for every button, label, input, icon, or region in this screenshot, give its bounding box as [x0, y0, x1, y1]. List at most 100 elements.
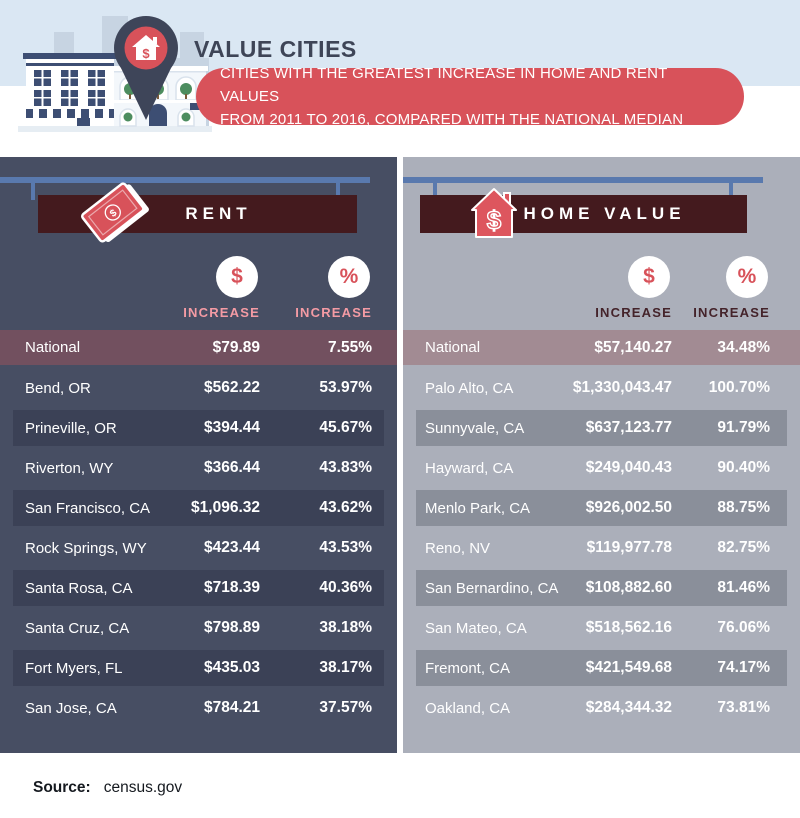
percent-cell: 34.48%	[717, 338, 770, 356]
home-value-banner-title: HOME VALUE	[523, 204, 686, 223]
city-cell: San Jose, CA	[25, 699, 117, 717]
amount-cell: $784.21	[203, 699, 260, 716]
city-cell: Hayward, CA	[425, 459, 514, 477]
dollar-increase-column-header: $ INCREASE	[155, 256, 260, 320]
table-row: Santa Cruz, CA $798.89 38.18%	[0, 610, 397, 646]
city-cell: Sunnyvale, CA	[425, 419, 525, 437]
city-cell: Prineville, OR	[25, 419, 117, 437]
subtitle-line-1: CITIES WITH THE GREATEST INCREASE IN HOM…	[220, 64, 668, 105]
city-cell: San Francisco, CA	[25, 499, 151, 517]
percent-cell: 38.18%	[319, 619, 372, 636]
subtitle-pill: CITIES WITH THE GREATEST INCREASE IN HOM…	[196, 65, 744, 128]
percent-symbol: %	[339, 265, 359, 288]
city-cell: Oakland, CA	[425, 699, 511, 717]
percent-cell: 53.97%	[319, 379, 372, 396]
amount-cell: $57,140.27	[594, 338, 672, 356]
amount-cell: $423.44	[203, 539, 260, 556]
percent-cell: 100.70%	[708, 379, 770, 396]
city-cell: Rock Springs, WY	[25, 539, 147, 557]
table-row: San Mateo, CA $518,562.16 76.06%	[403, 610, 800, 646]
percent-cell: 90.40%	[717, 459, 770, 476]
city-cell: Riverton, WY	[25, 459, 114, 477]
subtitle-line-2: FROM 2011 TO 2016, COMPARED WITH THE NAT…	[220, 111, 684, 129]
rent-banner: $ RENT	[38, 182, 357, 243]
table-row: Sunnyvale, CA $637,123.77 91.79%	[403, 410, 800, 446]
amount-cell: $119,977.78	[586, 539, 672, 556]
table-row: Santa Rosa, CA $718.39 40.36%	[0, 570, 397, 606]
table-row: San Francisco, CA $1,096.32 43.62%	[0, 490, 397, 526]
percent-cell: 45.67%	[319, 419, 372, 436]
table-row: Rock Springs, WY $423.44 43.53%	[0, 530, 397, 566]
home-value-banner: $ HOME VALUE	[420, 188, 747, 238]
percent-cell: 76.06%	[717, 619, 770, 636]
page-title: VALUE CITIES	[194, 36, 357, 62]
percent-cell: 88.75%	[717, 499, 770, 516]
percent-cell: 43.53%	[319, 539, 372, 556]
home-value-panel: $ HOME VALUE $ INCREASE % INCREASE Natio…	[403, 157, 800, 753]
city-cell: Fort Myers, FL	[25, 659, 123, 677]
percent-cell: 82.75%	[717, 539, 770, 556]
home-value-column-headers: $ INCREASE % INCREASE	[403, 256, 800, 320]
percent-cell: 81.46%	[717, 579, 770, 596]
amount-cell: $394.44	[203, 419, 260, 436]
amount-cell: $518,562.16	[585, 619, 672, 636]
dollar-symbol: $	[231, 265, 243, 288]
rod-leg	[729, 182, 733, 200]
percent-circle-icon: %	[328, 256, 370, 298]
svg-text:$: $	[487, 205, 502, 235]
rent-column-headers: $ INCREASE % INCREASE	[0, 256, 397, 320]
panel-divider	[397, 157, 403, 753]
table-row: Prineville, OR $394.44 45.67%	[0, 410, 397, 446]
table-row: Oakland, CA $284,344.32 73.81%	[403, 690, 800, 726]
amount-cell: $1,096.32	[191, 499, 260, 516]
table-row: Hayward, CA $249,040.43 90.40%	[403, 450, 800, 486]
table-row: Bend, OR $562.22 53.97%	[0, 370, 397, 406]
table-row: Menlo Park, CA $926,002.50 88.75%	[403, 490, 800, 526]
rod-leg	[31, 182, 35, 200]
hanging-rod	[403, 177, 763, 183]
table-row: Reno, NV $119,977.78 82.75%	[403, 530, 800, 566]
amount-cell: $284,344.32	[585, 699, 672, 716]
percent-symbol: %	[737, 265, 757, 288]
amount-cell: $108,882.60	[585, 579, 672, 596]
dollar-increase-column-header: $ INCREASE	[562, 256, 672, 320]
city-cell: National	[25, 339, 81, 356]
table-row: Palo Alto, CA $1,330,043.47 100.70%	[403, 370, 800, 406]
amount-cell: $1,330,043.47	[572, 379, 672, 396]
left-building	[23, 53, 117, 126]
national-row: National $79.89 7.55%	[0, 330, 397, 365]
city-cell: Menlo Park, CA	[425, 499, 531, 517]
percent-cell: 43.62%	[319, 499, 372, 516]
source-label: Source:	[33, 779, 91, 796]
table-row: San Bernardino, CA $108,882.60 81.46%	[403, 570, 800, 606]
table-row: Fremont, CA $421,549.68 74.17%	[403, 650, 800, 686]
house-dollar-icon: $	[471, 188, 517, 238]
amount-cell: $249,040.43	[585, 459, 672, 476]
percent-cell: 38.17%	[319, 659, 372, 676]
city-cell: Santa Rosa, CA	[25, 579, 133, 597]
dollar-increase-label: INCREASE	[183, 305, 260, 320]
table-row: San Jose, CA $784.21 37.57%	[0, 690, 397, 726]
city-cell: San Mateo, CA	[425, 619, 527, 637]
percent-increase-column-header: % INCREASE	[672, 256, 770, 320]
percent-cell: 7.55%	[328, 338, 372, 356]
city-cell: San Bernardino, CA	[425, 579, 559, 597]
amount-cell: $435.03	[203, 659, 260, 676]
amount-cell: $637,123.77	[585, 419, 672, 436]
percent-increase-label: INCREASE	[693, 305, 770, 320]
source-value: census.gov	[103, 779, 183, 796]
city-cell: Santa Cruz, CA	[25, 619, 130, 637]
city-cell: Bend, OR	[25, 379, 91, 397]
table-row: Riverton, WY $366.44 43.83%	[0, 450, 397, 486]
header: $ VALUE CITIES CITIES WITH THE GREATEST …	[0, 0, 800, 157]
percent-increase-label: INCREASE	[295, 305, 372, 320]
national-row: National $57,140.27 34.48%	[403, 330, 800, 365]
home-value-table-rows: National $57,140.27 34.48% Palo Alto, CA $1,…	[403, 330, 800, 730]
city-illustration: $	[18, 16, 212, 132]
dollar-increase-label: INCREASE	[595, 305, 672, 320]
dollar-circle-icon: $	[628, 256, 670, 298]
svg-text:$: $	[108, 207, 120, 219]
amount-cell: $366.44	[203, 459, 260, 476]
dollar-symbol: $	[643, 265, 655, 288]
percent-cell: 37.57%	[319, 699, 372, 716]
